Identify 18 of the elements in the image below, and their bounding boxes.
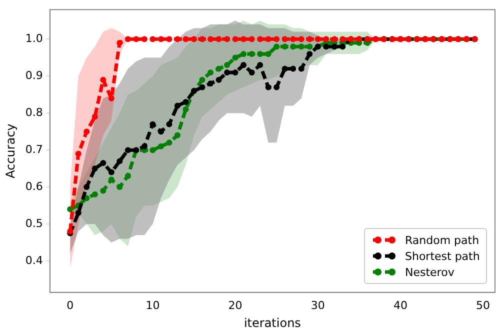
y-tick-label: 0.4	[25, 254, 43, 267]
x-tick-label: 50	[476, 298, 490, 312]
legend-label: Nesterov	[405, 266, 454, 279]
y-tick-label: 0.9	[25, 69, 43, 82]
x-tick-label: 20	[228, 298, 242, 312]
x-tick-label: 30	[310, 298, 325, 312]
x-tick-label: 40	[393, 298, 408, 312]
y-tick-label: 0.8	[25, 106, 43, 119]
y-axis-title: Accuracy	[3, 124, 18, 178]
x-tick-label: 10	[146, 298, 160, 312]
legend-label: Random path	[405, 234, 480, 247]
legend-label: Shortest path	[405, 250, 480, 263]
x-tick-label: 0	[66, 298, 74, 312]
y-tick-label: 0.6	[25, 180, 43, 193]
y-tick-label: 1.0	[25, 32, 43, 46]
x-axis-title: iterations	[244, 316, 301, 330]
y-tick-label: 0.7	[25, 142, 43, 156]
y-tick-label: 0.5	[25, 216, 43, 230]
